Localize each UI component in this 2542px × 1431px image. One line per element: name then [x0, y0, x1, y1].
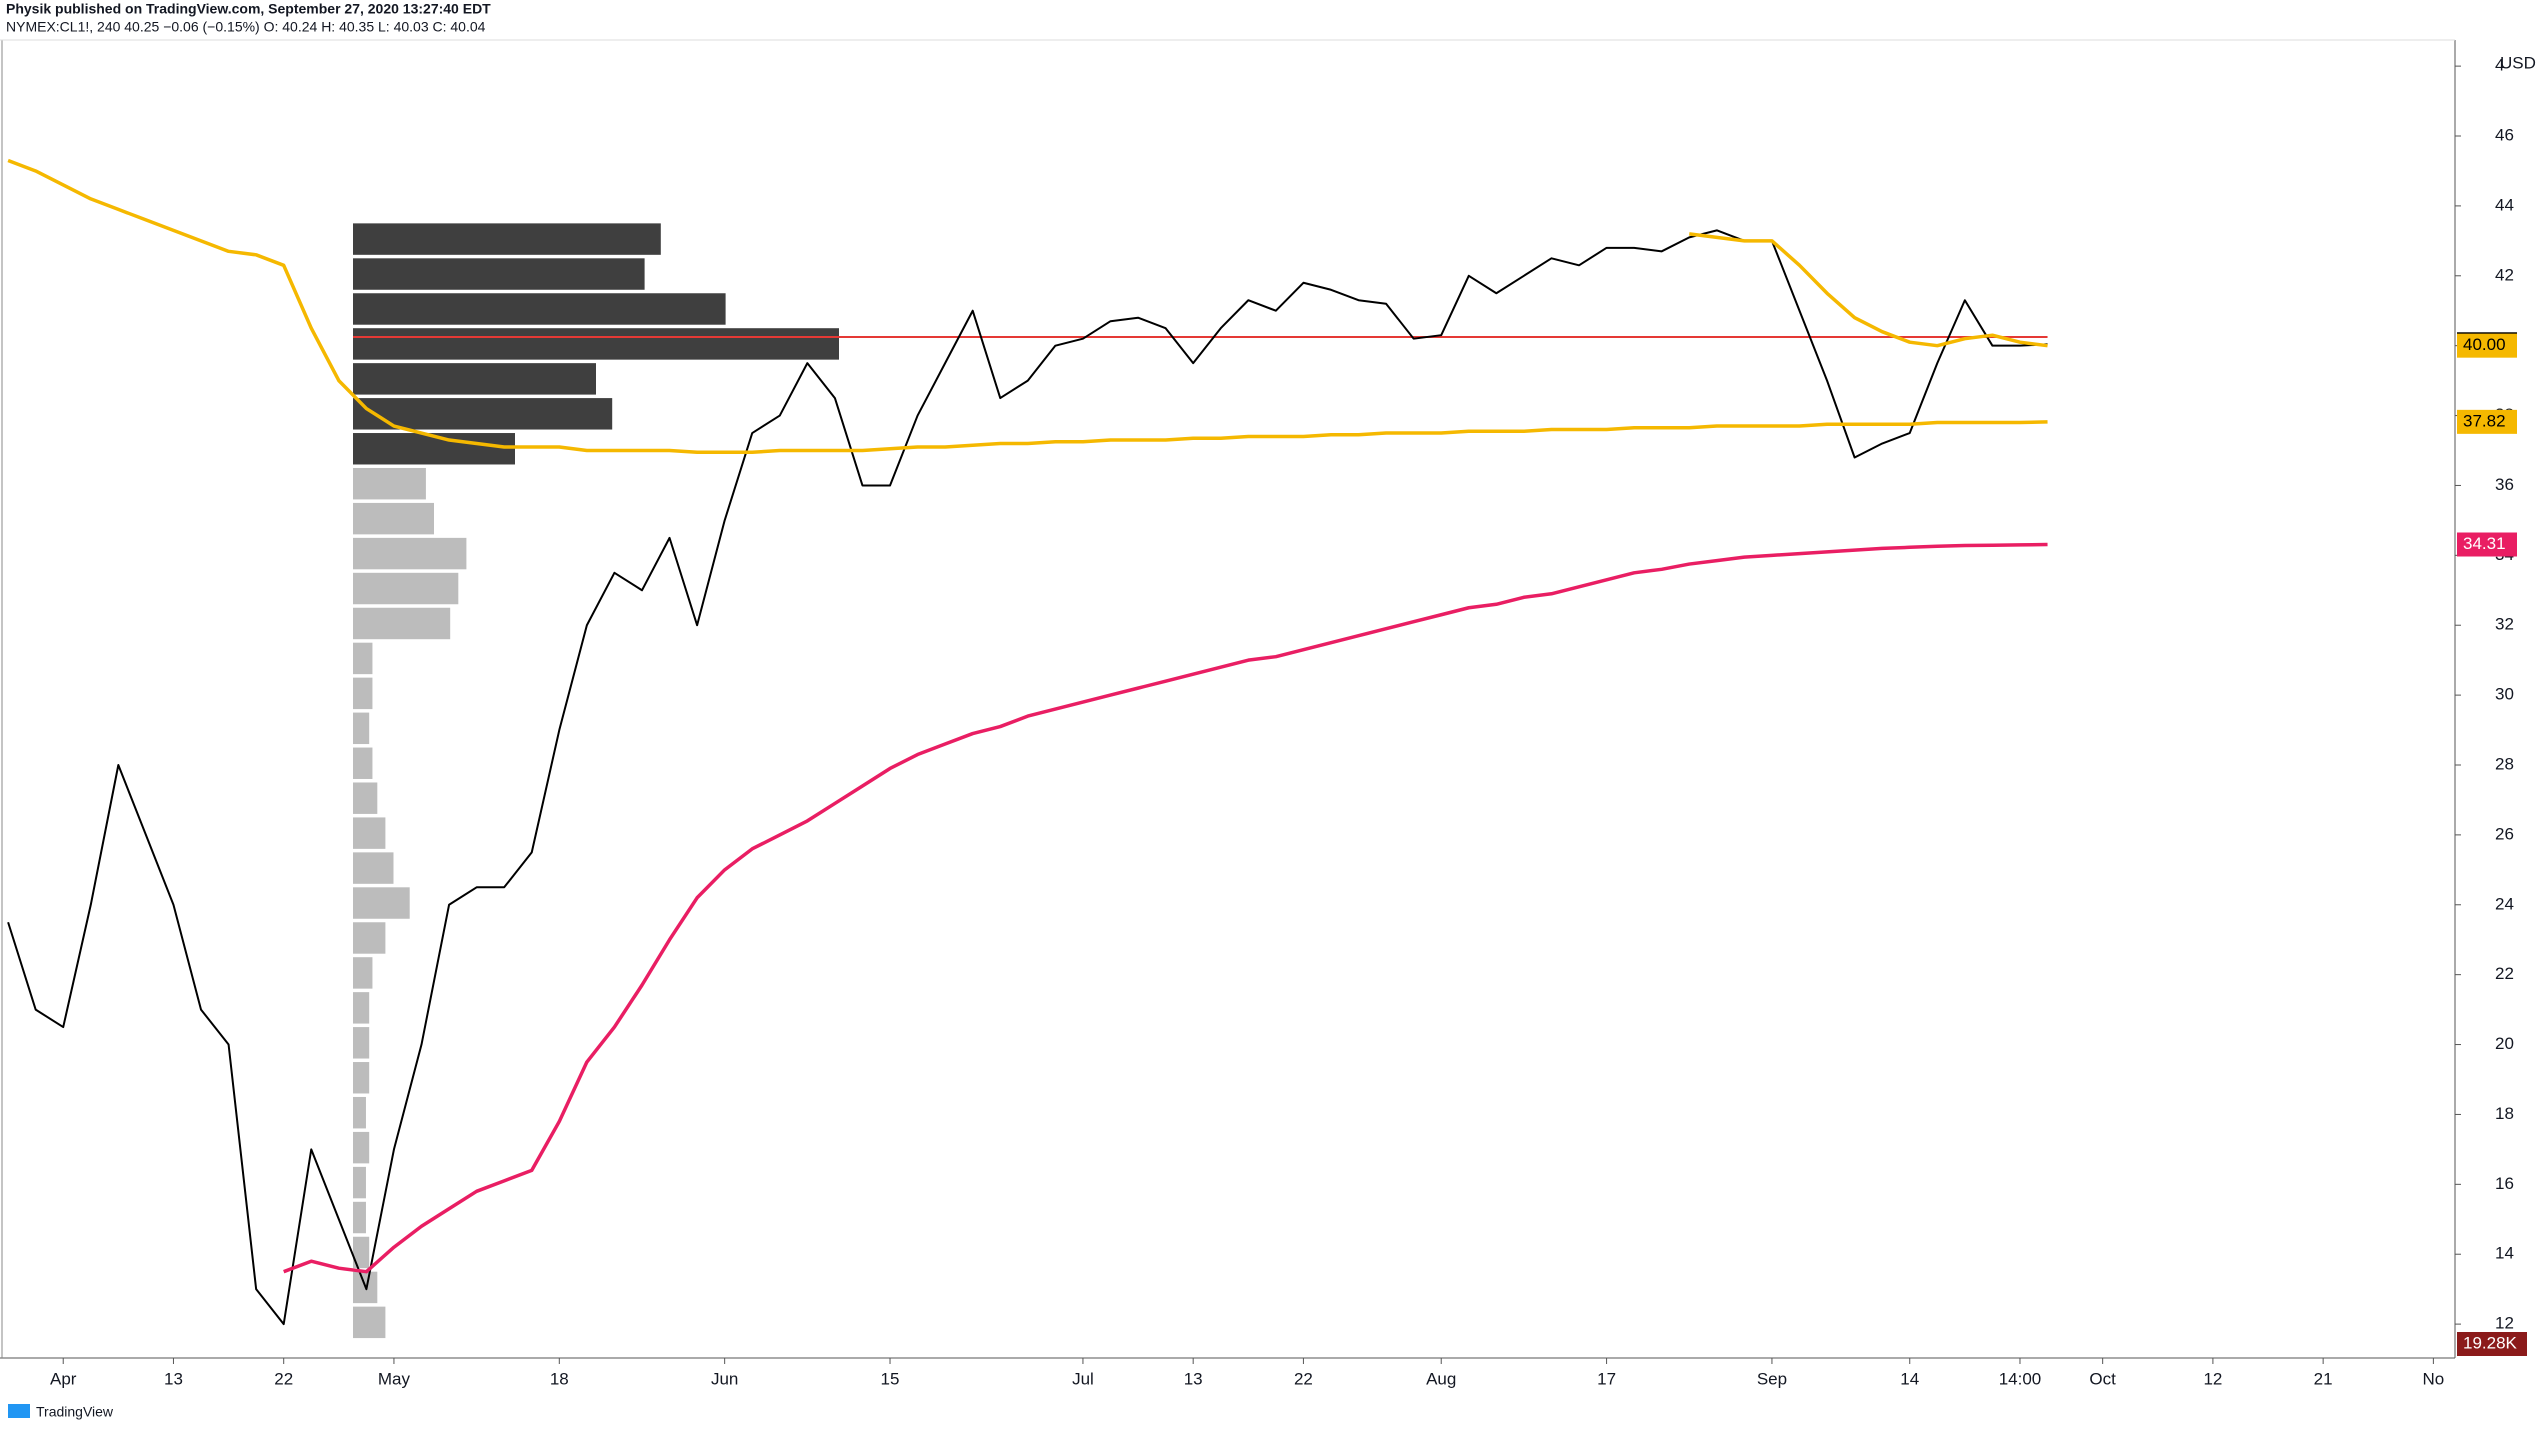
x-tick-label: 14:00 — [1999, 1369, 2042, 1388]
x-tick-label: May — [378, 1369, 411, 1388]
profile-bar — [353, 537, 467, 570]
y-tick-label: 18 — [2495, 1104, 2514, 1123]
y-tick-label: 42 — [2495, 265, 2514, 284]
last-value-label: 40.00 — [2463, 335, 2506, 354]
x-tick-label: Oct — [2089, 1369, 2116, 1388]
x-tick-label: Jun — [711, 1369, 738, 1388]
logo — [8, 1404, 30, 1418]
series-line — [283, 542, 2048, 1274]
y-tick-label: 22 — [2495, 964, 2514, 983]
profile-bar — [353, 1201, 366, 1234]
y-tick-label: 24 — [2495, 894, 2514, 913]
footer: TradingView — [36, 1404, 114, 1420]
profile-bar — [353, 363, 596, 395]
last-value-box — [2457, 409, 2517, 434]
y-tick-label: 36 — [2495, 475, 2514, 494]
profile-bar — [353, 677, 373, 710]
profile-bar — [353, 992, 370, 1024]
last-value-box — [2457, 333, 2517, 358]
last-value-label: 37.82 — [2463, 411, 2506, 430]
profile-bar — [353, 712, 370, 745]
profile-bar — [353, 467, 426, 500]
x-tick-label: 12 — [2203, 1369, 2222, 1388]
volume-label: 19.28K — [2463, 1333, 2518, 1352]
y-tick-label: 44 — [2495, 195, 2514, 214]
x-tick-label: Apr — [50, 1369, 77, 1388]
x-tick-label: Jul — [1072, 1369, 1094, 1388]
profile-bar — [353, 957, 373, 989]
y-tick-label: 30 — [2495, 685, 2514, 704]
currency: USD — [2500, 53, 2536, 72]
x-tick-label: 18 — [550, 1369, 569, 1388]
y-tick-label: 4 — [2495, 56, 2504, 75]
profile-bar — [353, 328, 839, 360]
profile-bar — [353, 817, 386, 849]
y-tick-label: 16 — [2495, 1174, 2514, 1193]
profile-bar — [353, 642, 373, 675]
header: Physik published on TradingView.com, Sep… — [6, 1, 491, 17]
profile-bar — [353, 223, 661, 255]
profile-bar — [353, 1062, 370, 1094]
y-tick-label: 12 — [2495, 1314, 2514, 1333]
x-tick-label: No — [2423, 1369, 2445, 1388]
profile-bar — [353, 1306, 386, 1339]
x-tick-label: 14 — [1900, 1369, 1919, 1388]
x-tick-label: Aug — [1426, 1369, 1456, 1388]
profile-bar — [353, 433, 515, 465]
x-tick-label: 22 — [1294, 1369, 1313, 1388]
profile-bar — [353, 258, 645, 290]
series-line — [7, 158, 2048, 455]
x-tick-label: Sep — [1757, 1369, 1787, 1388]
y-tick-label: 28 — [2495, 754, 2514, 773]
x-tick-label: 22 — [274, 1369, 293, 1388]
profile-bar — [353, 852, 394, 884]
last-value-label: 34.31 — [2463, 534, 2506, 553]
symbol-line: NYMEX:CL1!, 240 40.25 −0.06 (−0.15%) O: … — [6, 19, 486, 35]
profile-bar — [353, 572, 459, 605]
y-tick-label: 14 — [2495, 1244, 2514, 1263]
x-tick-label: 13 — [164, 1369, 183, 1388]
y-tick-label: 32 — [2495, 615, 2514, 634]
volume-box — [2457, 1332, 2527, 1356]
profile-bar — [353, 1166, 366, 1199]
y-tick-label: 46 — [2495, 125, 2514, 144]
profile-bar — [353, 782, 378, 814]
profile-bar — [353, 1027, 370, 1059]
profile-bar — [353, 398, 613, 430]
x-tick-label: 13 — [1184, 1369, 1203, 1388]
profile-bar — [353, 747, 373, 779]
profile-bar — [353, 922, 386, 954]
profile-bar — [353, 607, 451, 640]
x-tick-label: 15 — [881, 1369, 900, 1388]
profile-bar — [353, 1131, 370, 1164]
series-line — [7, 229, 2048, 1326]
y-tick-label: 26 — [2495, 824, 2514, 843]
y-tick-label: 20 — [2495, 1034, 2514, 1053]
x-tick-label: 17 — [1597, 1369, 1616, 1388]
last-value-box — [2457, 532, 2517, 557]
profile-bar — [353, 1236, 370, 1269]
series-line — [1689, 232, 2048, 348]
profile-bar — [353, 502, 434, 535]
profile-bar — [353, 887, 410, 919]
profile-bar — [353, 1096, 366, 1129]
x-tick-label: 21 — [2314, 1369, 2333, 1388]
profile-bar — [353, 293, 726, 325]
